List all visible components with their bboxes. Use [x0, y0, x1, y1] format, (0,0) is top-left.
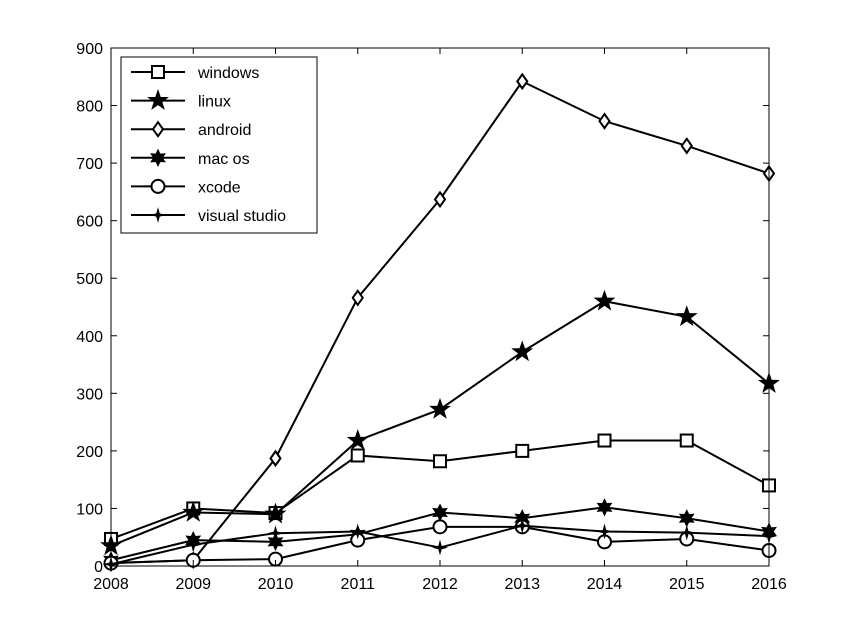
data-point-visual-studio	[432, 539, 448, 556]
y-tick-label: 400	[76, 329, 103, 346]
x-tick-label: 2008	[93, 576, 129, 593]
data-point-linux	[264, 502, 287, 524]
legend-label: xcode	[198, 179, 241, 196]
x-tick-label: 2016	[751, 576, 787, 593]
data-point-linux	[429, 397, 451, 419]
data-point-visual-studio	[349, 523, 366, 540]
data-point-windows	[433, 454, 447, 469]
data-point-android	[516, 72, 529, 91]
y-tick-label: 700	[76, 156, 103, 173]
data-point-visual-studio	[678, 524, 695, 541]
data-point-windows	[679, 433, 694, 448]
legend-label: android	[198, 122, 251, 139]
legend-marker-linux	[147, 89, 169, 110]
legend-marker-xcode	[150, 178, 166, 194]
series-layer	[100, 72, 780, 573]
data-point-visual-studio	[596, 523, 613, 540]
legend-label: linux	[198, 94, 231, 111]
legend-item-xcode: xcode	[131, 178, 241, 196]
legend-marker-visual-studio	[150, 207, 166, 223]
legend-items: windows linux android mac os xcode visual stu…	[131, 65, 286, 225]
legend-item-mac-os: mac os	[131, 148, 250, 168]
legend-item-linux: linux	[131, 89, 231, 111]
data-point-android	[269, 449, 282, 468]
data-point-windows	[515, 443, 530, 458]
data-point-windows	[597, 433, 612, 448]
series-xcode	[103, 519, 777, 571]
legend-item-windows: windows	[131, 65, 259, 82]
data-point-linux	[593, 289, 616, 311]
data-point-mac-os	[596, 498, 613, 517]
x-tick-label: 2009	[175, 576, 211, 593]
data-point-mac-os	[267, 532, 284, 551]
x-tick-label: 2010	[258, 576, 294, 593]
legend-marker-android	[151, 120, 165, 138]
legend-item-visual-studio: visual studio	[131, 207, 286, 225]
legend-label: mac os	[198, 151, 250, 168]
data-point-android	[433, 190, 447, 209]
y-tick-label: 300	[76, 386, 103, 403]
legend-label: windows	[197, 65, 259, 82]
data-point-android	[598, 112, 611, 130]
legend-marker-windows	[151, 65, 165, 79]
y-tick-label: 0	[94, 559, 103, 576]
data-point-linux	[511, 340, 534, 362]
x-tick-label: 2013	[504, 576, 540, 593]
data-point-windows	[350, 448, 365, 463]
data-point-linux	[182, 500, 205, 522]
legend-box	[120, 56, 318, 234]
data-point-android	[680, 137, 693, 155]
legend-label: visual studio	[198, 208, 286, 225]
axis-layer: 2008 2009 2010 2011 2012 2013 2014 2015 2016 0 100…	[76, 41, 787, 593]
y-tick-label: 500	[76, 271, 103, 288]
legend-marker-mac-os	[150, 148, 166, 167]
data-point-visual-studio	[514, 517, 531, 534]
y-tick-label: 800	[76, 99, 103, 116]
data-point-visual-studio	[267, 525, 284, 542]
x-tick-label: 2015	[669, 576, 705, 593]
legend-item-android: android	[131, 120, 251, 139]
y-tick-label: 600	[76, 214, 103, 231]
y-tick-label: 100	[76, 501, 103, 518]
data-point-visual-studio	[185, 536, 202, 553]
legend: windows linux android mac os xcode visual stu…	[120, 56, 318, 234]
data-point-android	[351, 289, 364, 307]
y-tick-label: 200	[76, 444, 103, 461]
data-point-linux	[675, 305, 698, 327]
x-tick-label: 2014	[587, 576, 623, 593]
data-point-linux	[346, 429, 369, 450]
x-tick-label: 2011	[341, 576, 376, 593]
data-point-xcode	[432, 519, 448, 535]
x-tick-label: 2012	[422, 576, 458, 593]
y-tick-label: 900	[76, 41, 103, 58]
